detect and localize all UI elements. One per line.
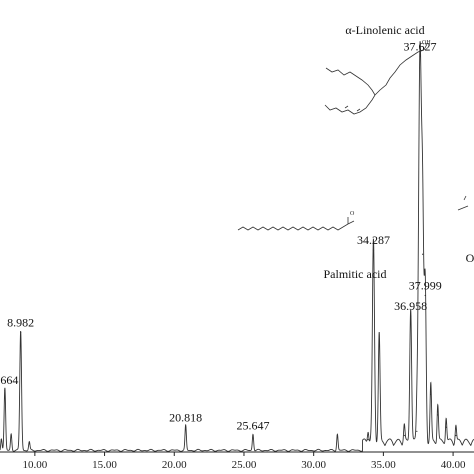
peak-label: 37.999 [409,278,442,292]
peak-apex [410,315,412,317]
peak-apex [10,434,12,437]
chromatogram-trace [0,41,474,452]
palmitic-acid-structure-o: O [350,211,355,217]
peak-label: 34.287 [357,233,390,247]
peak-apex [403,434,405,437]
peak-apex [424,294,426,297]
x-tick-label: 10.00 [22,459,47,471]
peak-label: 20.818 [169,410,202,424]
right-structure-fragment [457,195,469,211]
peak-apex [455,434,457,437]
peak-apex [252,434,254,437]
peak-apex [422,253,424,255]
peak-apex [378,344,380,346]
peak-apex [372,249,375,251]
alpha-linolenic-acid-structure-cooh: OH [422,40,431,46]
peak-apex [336,434,338,437]
peak-apex [416,430,418,432]
peak-apex [419,55,421,58]
x-tick-label: 30.00 [301,459,326,471]
peak-label: 36.958 [394,299,427,313]
x-tick-label: 20.00 [162,459,187,471]
peak-apex [367,439,369,441]
peak-apex [437,414,439,416]
peak-label: 7.664 [0,373,18,387]
x-tick-label: 15.00 [92,459,117,471]
x-tick-label: 40.00 [441,459,466,471]
peak-apex [4,389,6,391]
palmitic-acid-structure [237,217,355,231]
peak-apex [445,426,447,428]
peak-apex [185,426,187,428]
compound-annotation: O [466,251,474,265]
peak-label: 8.982 [7,316,34,330]
peak-apex [430,393,432,395]
x-tick-label: 35.00 [371,459,396,471]
peak-label: 37.627 [404,39,437,53]
compound-annotation: α-Linolenic acid [345,23,424,37]
compound-annotation: Palmitic acid [324,267,387,281]
peak-apex [28,443,30,445]
x-tick-label: 25.00 [232,459,257,471]
peak-label: 25.647 [236,419,269,433]
peak-apex [20,331,22,334]
peak-apex [0,439,2,441]
alpha-linolenic-acid-structure [324,43,428,115]
